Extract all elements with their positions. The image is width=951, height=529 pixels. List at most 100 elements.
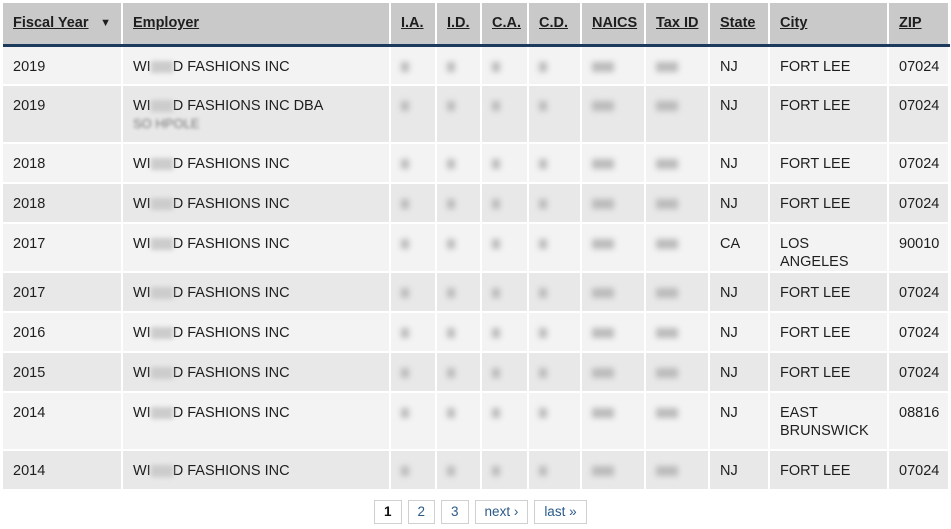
table-row: 2017 WI D FASHIONS INC NJ FORT LEE 07024	[3, 272, 950, 313]
redacted-cell	[390, 450, 437, 491]
column-header-naics[interactable]: NAICS	[581, 3, 646, 47]
column-header-i-a[interactable]: I.A.	[390, 3, 437, 47]
redacted-cell	[581, 392, 646, 451]
zip: 07024	[888, 352, 950, 393]
redacted-text	[150, 367, 173, 380]
table-row: 2016 WI D FASHIONS INC NJ FORT LEE 07024	[3, 312, 950, 353]
page-3-link[interactable]: 3	[441, 500, 469, 524]
redacted-text	[150, 198, 173, 211]
redacted-cell	[645, 312, 710, 353]
fiscal-year: 2016	[3, 312, 123, 353]
sort-link[interactable]: Tax ID	[656, 15, 699, 32]
redacted-cell	[581, 45, 646, 86]
employer: WI D FASHIONS INC	[122, 450, 391, 491]
city: FORT LEE	[769, 85, 889, 144]
redacted-cell	[528, 272, 582, 313]
column-header-zip[interactable]: ZIP	[888, 3, 950, 47]
sort-link[interactable]: ZIP	[899, 15, 922, 32]
redacted-cell	[390, 392, 437, 451]
state: CA	[709, 223, 770, 273]
city: FORT LEE	[769, 45, 889, 86]
zip: 07024	[888, 272, 950, 313]
sort-link[interactable]: NAICS	[592, 15, 638, 32]
redacted-text	[150, 238, 173, 251]
redacted-cell	[481, 183, 529, 224]
zip: 07024	[888, 45, 950, 86]
redacted-cell	[581, 183, 646, 224]
state: NJ	[709, 450, 770, 491]
redacted-cell	[528, 223, 582, 273]
state: NJ	[709, 183, 770, 224]
redacted-cell	[390, 352, 437, 393]
fiscal-year: 2018	[3, 183, 123, 224]
table-row: 2019 WI D FASHIONS INC DBA SO HPOLE NJ FORT L…	[3, 85, 950, 144]
zip: 07024	[888, 312, 950, 353]
sort-link[interactable]: I.D.	[447, 15, 470, 32]
redacted-cell	[481, 223, 529, 273]
redacted-cell	[481, 143, 529, 184]
state: NJ	[709, 312, 770, 353]
column-header-employer[interactable]: Employer	[122, 3, 391, 47]
redacted-cell	[645, 223, 710, 273]
city: FORT LEE	[769, 183, 889, 224]
redacted-text	[150, 327, 173, 340]
sort-link[interactable]: State	[720, 15, 756, 32]
redacted-cell	[481, 352, 529, 393]
sort-link[interactable]: Fiscal Year	[13, 15, 89, 32]
redacted-cell	[645, 272, 710, 313]
results-table: Fiscal Year ▼ Employer I.A. I.D. C.A. C.D. NAIC…	[3, 3, 950, 491]
next-page-link[interactable]: next ›	[474, 500, 529, 524]
redacted-cell	[436, 392, 482, 451]
sort-link[interactable]: I.A.	[401, 15, 424, 32]
column-header-tax-id[interactable]: Tax ID	[645, 3, 710, 47]
redacted-cell	[645, 45, 710, 86]
column-header-fiscal-year[interactable]: Fiscal Year ▼	[3, 3, 123, 47]
column-header-c-d[interactable]: C.D.	[528, 3, 582, 47]
redacted-cell	[645, 392, 710, 451]
redacted-cell	[645, 450, 710, 491]
zip: 08816	[888, 392, 950, 451]
employer: WI D FASHIONS INC	[122, 392, 391, 451]
city: FORT LEE	[769, 352, 889, 393]
redacted-cell	[528, 45, 582, 86]
column-header-c-a[interactable]: C.A.	[481, 3, 529, 47]
redacted-cell	[481, 392, 529, 451]
fiscal-year: 2019	[3, 85, 123, 144]
table-row: 2018 WI D FASHIONS INC NJ FORT LEE 07024	[3, 183, 950, 224]
employer: WI D FASHIONS INC	[122, 272, 391, 313]
redacted-cell	[436, 85, 482, 144]
city: FORT LEE	[769, 143, 889, 184]
redacted-cell	[528, 143, 582, 184]
sort-link[interactable]: C.A.	[492, 15, 521, 32]
table-row: 2014 WI D FASHIONS INC NJ EAST BRUNSWICK 0881…	[3, 392, 950, 451]
zip: 90010	[888, 223, 950, 273]
redacted-text	[150, 465, 173, 478]
table-row: 2014 WI D FASHIONS INC NJ FORT LEE 07024	[3, 450, 950, 491]
redacted-text	[150, 60, 173, 73]
last-page-link[interactable]: last »	[534, 500, 587, 524]
redacted-cell	[390, 223, 437, 273]
fiscal-year: 2015	[3, 352, 123, 393]
sort-link[interactable]: City	[780, 15, 808, 32]
redacted-cell	[436, 352, 482, 393]
redacted-cell	[481, 85, 529, 144]
employer: WI D FASHIONS INC	[122, 45, 391, 86]
city: FORT LEE	[769, 272, 889, 313]
zip: 07024	[888, 183, 950, 224]
column-header-city[interactable]: City	[769, 3, 889, 47]
employer: WI D FASHIONS INC	[122, 183, 391, 224]
state: NJ	[709, 352, 770, 393]
column-header-state[interactable]: State	[709, 3, 770, 47]
page-1-link[interactable]: 1	[374, 500, 402, 524]
sort-link[interactable]: C.D.	[539, 15, 568, 32]
column-header-i-d[interactable]: I.D.	[436, 3, 482, 47]
redacted-text	[150, 100, 173, 113]
sort-link[interactable]: Employer	[133, 15, 200, 32]
fiscal-year: 2014	[3, 392, 123, 451]
page-2-link[interactable]: 2	[407, 500, 436, 524]
redacted-cell	[645, 183, 710, 224]
redacted-cell	[528, 85, 582, 144]
table-row: 2015 WI D FASHIONS INC NJ FORT LEE 07024	[3, 352, 950, 393]
employer: WI D FASHIONS INC	[122, 352, 391, 393]
redacted-cell	[528, 450, 582, 491]
